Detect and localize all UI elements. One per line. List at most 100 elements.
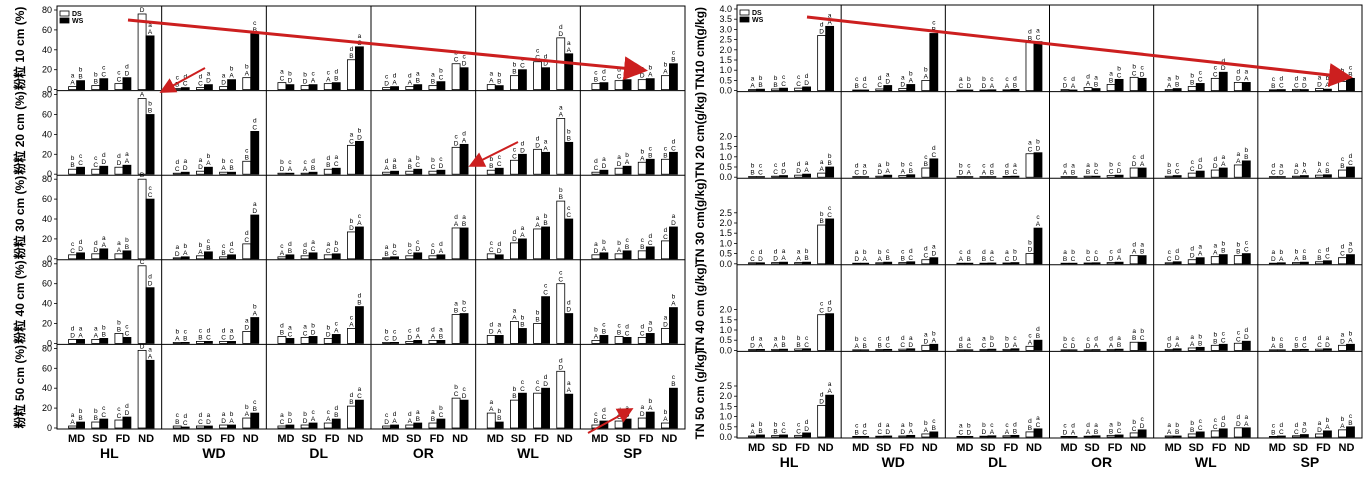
bar-ds bbox=[1338, 429, 1347, 438]
significance-letter: B bbox=[827, 160, 831, 167]
significance-letter: A bbox=[520, 232, 525, 239]
significance-letter: C bbox=[750, 256, 755, 263]
bar-ds bbox=[637, 79, 647, 91]
significance-letter: A bbox=[198, 249, 203, 256]
significance-letter: C bbox=[1132, 70, 1137, 77]
significance-letter: B bbox=[102, 331, 106, 338]
significance-letter: A bbox=[1325, 82, 1330, 89]
bar-ws bbox=[669, 307, 678, 344]
significance-letter: d bbox=[901, 335, 905, 342]
significance-letter: c bbox=[311, 409, 315, 416]
bar-ds bbox=[1025, 153, 1035, 178]
significance-letter: B bbox=[125, 244, 129, 251]
significance-letter: a bbox=[1318, 75, 1322, 82]
bar-ws bbox=[1137, 167, 1147, 178]
significance-letter: d bbox=[280, 322, 284, 329]
x-tick-label: ND bbox=[243, 433, 259, 445]
bar-ds bbox=[921, 167, 931, 178]
bar-ds bbox=[1025, 42, 1035, 91]
x-tick-label: SD bbox=[92, 433, 107, 445]
significance-letter: c bbox=[967, 163, 971, 170]
bar-ws bbox=[883, 174, 893, 178]
significance-letter: D bbox=[311, 329, 316, 336]
bar-ds bbox=[347, 59, 356, 91]
significance-letter: D bbox=[1028, 247, 1033, 254]
significance-letter: c bbox=[94, 155, 98, 162]
bar-ws bbox=[669, 63, 678, 91]
significance-letter: A bbox=[408, 418, 413, 425]
significance-letter: c bbox=[559, 270, 563, 277]
significance-letter: D bbox=[543, 381, 548, 388]
bar-ws bbox=[1010, 175, 1020, 178]
significance-letter: c bbox=[1133, 154, 1137, 161]
y-tick-label: 60 bbox=[42, 363, 52, 373]
bar-ws bbox=[145, 198, 155, 260]
bar-ws bbox=[1068, 176, 1078, 178]
bar-ws bbox=[308, 252, 318, 260]
bar-ws bbox=[756, 262, 765, 265]
significance-letter: D bbox=[602, 163, 607, 170]
significance-letter: C bbox=[1198, 76, 1203, 83]
bar-ds bbox=[637, 417, 647, 429]
significance-letter: B bbox=[512, 69, 516, 76]
significance-letter: C bbox=[967, 343, 972, 350]
bar-ds bbox=[137, 265, 147, 344]
significance-letter: D bbox=[900, 429, 905, 436]
y-tick-label: 3.5 bbox=[719, 14, 732, 24]
bar-ds bbox=[510, 321, 519, 344]
significance-letter: b bbox=[1109, 162, 1113, 169]
significance-letter: b bbox=[544, 213, 548, 220]
bar-ws bbox=[825, 166, 835, 178]
significance-letter: A bbox=[543, 145, 548, 152]
significance-letter: d bbox=[567, 300, 571, 307]
significance-letter: c bbox=[1086, 336, 1090, 343]
significance-letter: D bbox=[827, 307, 832, 314]
significance-letter: c bbox=[820, 301, 824, 308]
significance-letter: A bbox=[781, 255, 786, 262]
bar-ws bbox=[1172, 88, 1182, 91]
significance-letter: b bbox=[751, 163, 755, 170]
significance-letter: D bbox=[78, 246, 83, 253]
bar-ds bbox=[661, 158, 670, 175]
bar-ws bbox=[1172, 261, 1182, 265]
bar-ws bbox=[1068, 89, 1078, 91]
significance-letter: a bbox=[1071, 163, 1075, 170]
significance-letter: A bbox=[1294, 256, 1299, 263]
significance-letter: b bbox=[439, 68, 443, 75]
significance-letter: D bbox=[877, 169, 882, 176]
bar-ds bbox=[875, 349, 885, 351]
bar-ds bbox=[242, 417, 252, 429]
significance-letter: A bbox=[932, 337, 937, 344]
significance-letter: D bbox=[1198, 164, 1203, 171]
bar-ws bbox=[355, 399, 364, 429]
significance-letter: d bbox=[1272, 163, 1276, 170]
significance-letter: a bbox=[959, 422, 963, 429]
significance-letter: D bbox=[1317, 427, 1322, 434]
significance-letter: B bbox=[326, 162, 330, 169]
significance-letter: d bbox=[326, 155, 330, 162]
significance-letter: D bbox=[1086, 343, 1091, 350]
significance-letter: c bbox=[751, 249, 755, 256]
significance-letter: c bbox=[327, 70, 331, 77]
significance-letter: b bbox=[1005, 335, 1009, 342]
x-tick-label: MD bbox=[1269, 442, 1286, 454]
significance-letter: c bbox=[303, 159, 307, 166]
significance-letter: A bbox=[1221, 161, 1226, 168]
significance-letter: b bbox=[1349, 330, 1353, 337]
significance-letter: b bbox=[1036, 139, 1040, 146]
bar-ds bbox=[196, 87, 205, 91]
significance-letter: C bbox=[148, 192, 153, 199]
bar-ws bbox=[76, 339, 85, 344]
significance-letter: D bbox=[648, 326, 653, 333]
significance-letter: c bbox=[358, 213, 362, 220]
bar-ds bbox=[451, 146, 461, 175]
significance-letter: c bbox=[863, 336, 867, 343]
bar-ws bbox=[308, 422, 318, 429]
site-label: HL bbox=[100, 445, 119, 461]
y-tick-label: 0 bbox=[47, 423, 52, 433]
y-tick-label: 40 bbox=[42, 129, 52, 139]
significance-letter: a bbox=[1341, 331, 1345, 338]
significance-letter: C bbox=[602, 76, 607, 83]
significance-letter: c bbox=[1036, 214, 1040, 221]
significance-letter: D bbox=[1013, 256, 1018, 263]
